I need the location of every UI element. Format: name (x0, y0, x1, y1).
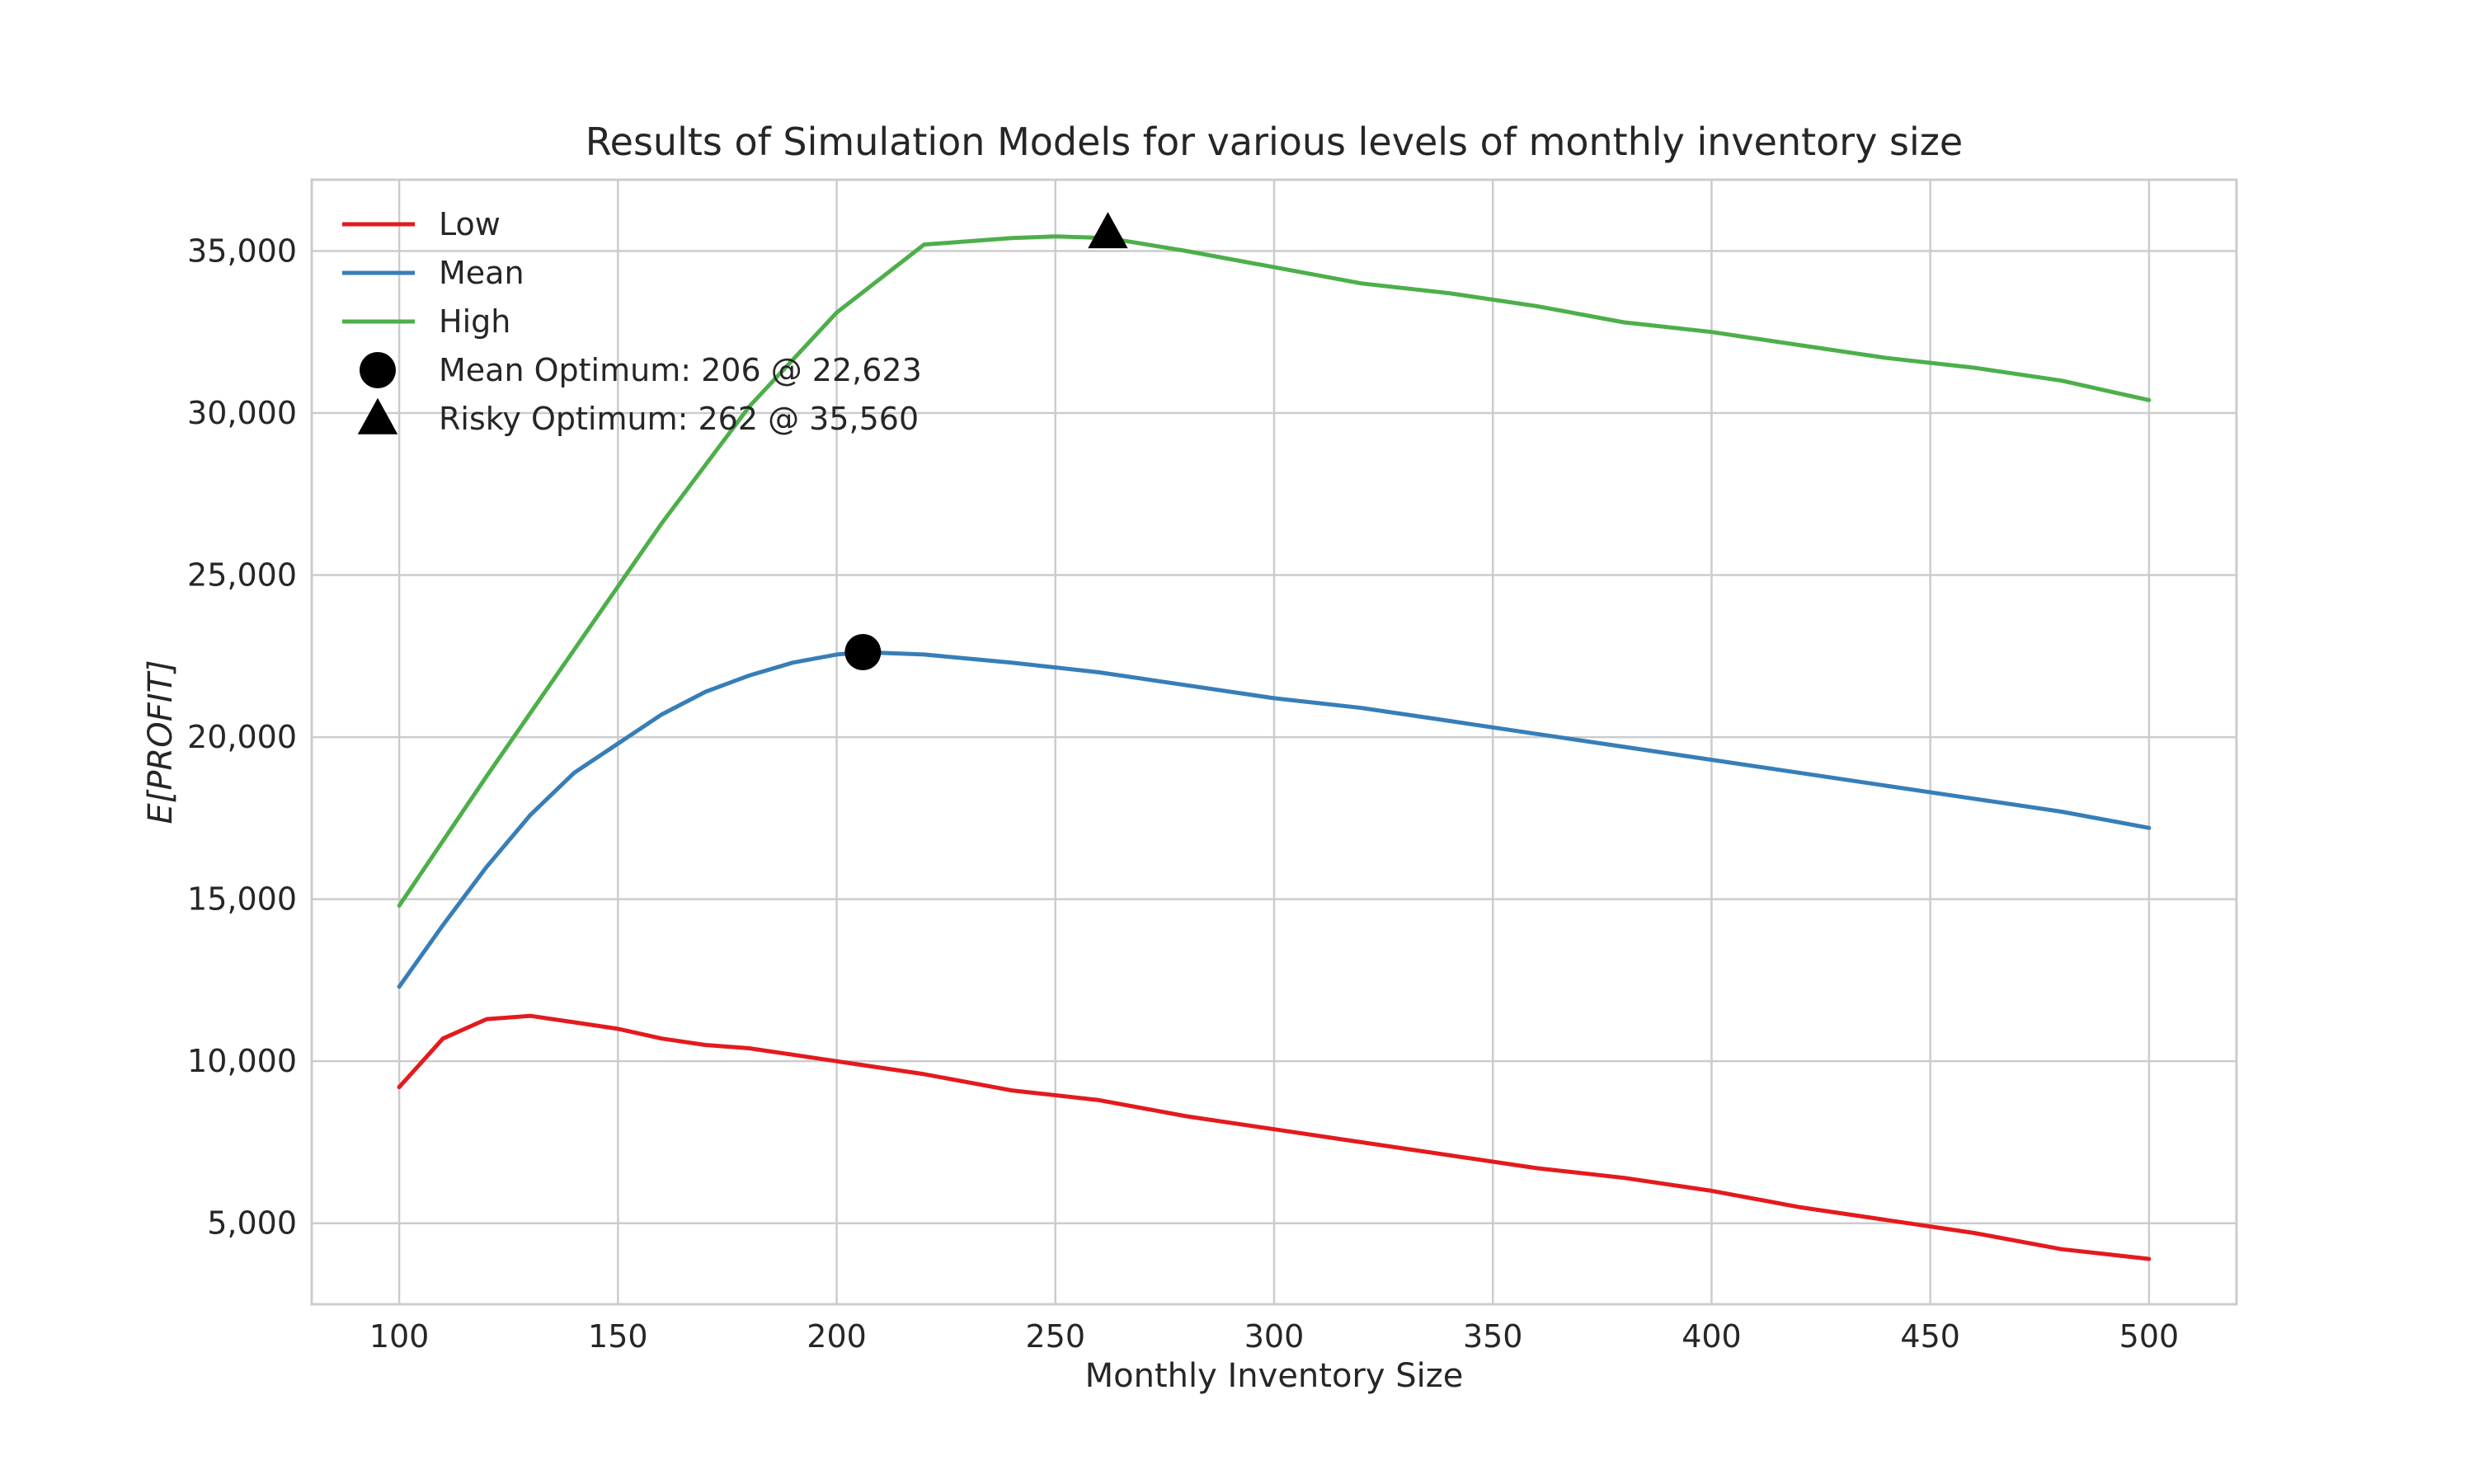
legend-label-low: Low (439, 206, 501, 242)
optimum-markers (844, 212, 1128, 670)
x-tick-label-8: 500 (2119, 1318, 2180, 1355)
x-axis-label: Monthly Inventory Size (1085, 1357, 1464, 1395)
y-axis-label: E[PROFIT] (142, 660, 180, 824)
legend-label-high: High (439, 303, 510, 340)
y-tick-label-3: 20,000 (187, 719, 297, 755)
chart-title: Results of Simulation Models for various… (586, 120, 1964, 164)
x-tick-label-6: 400 (1681, 1318, 1742, 1355)
legend-marker-circle (360, 352, 396, 388)
x-tick-label-4: 300 (1244, 1318, 1305, 1355)
series-lines (397, 234, 2152, 1261)
x-tick-label-2: 200 (807, 1318, 867, 1355)
x-tick-label-0: 100 (369, 1318, 430, 1355)
x-axis-ticks: 100 150 200 250 300 350 400 450 500 (369, 1318, 2179, 1355)
y-tick-label-5: 30,000 (187, 395, 297, 431)
series-line-mean (397, 650, 2152, 989)
y-tick-label-0: 5,000 (207, 1205, 297, 1242)
y-tick-label-2: 15,000 (187, 881, 297, 918)
series-line-low (397, 1013, 2152, 1261)
legend-marker-triangle (357, 397, 398, 434)
y-tick-label-4: 25,000 (187, 557, 297, 594)
optimum-marker-triangle (1088, 212, 1128, 249)
y-tick-label-6: 35,000 (187, 232, 297, 269)
legend-label-triangle: Risky Optimum: 262 @ 35,560 (439, 401, 919, 437)
x-tick-label-1: 150 (588, 1318, 648, 1355)
y-axis-ticks: 5,000 10,000 15,000 20,000 25,000 30,000 35,00… (187, 232, 297, 1241)
legend-label-circle: Mean Optimum: 206 @ 22,623 (439, 352, 922, 388)
y-tick-label-1: 10,000 (187, 1043, 297, 1079)
x-tick-label-3: 250 (1026, 1318, 1086, 1355)
x-tick-label-7: 450 (1900, 1318, 1960, 1355)
optimum-marker-circle (844, 633, 882, 670)
legend-label-mean: Mean (439, 255, 524, 291)
series-line-high (397, 234, 2152, 908)
x-tick-label-5: 350 (1463, 1318, 1523, 1355)
plot-frame (310, 178, 2238, 1306)
legend: Low Mean High Mean Optimum: 206 @ 22,623 Ris… (342, 206, 922, 437)
